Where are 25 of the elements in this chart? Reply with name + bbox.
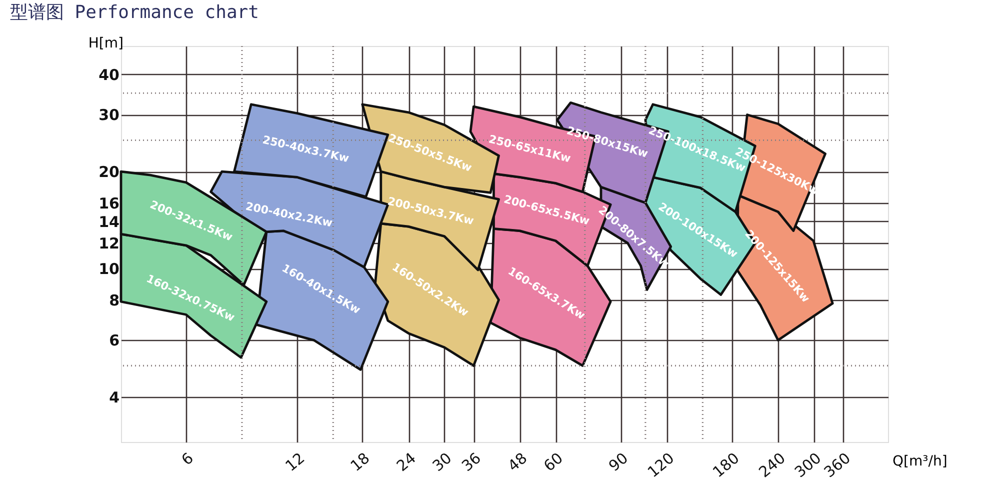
x-tick-label: 24 (393, 448, 420, 476)
y-tick-label: 16 (98, 194, 120, 212)
x-tick-label: 36 (458, 448, 484, 476)
chart-title: 型谱图 Performance chart (10, 2, 259, 23)
y-tick-label: 40 (98, 66, 120, 84)
y-tick-label: 6 (109, 332, 120, 350)
x-tick-label: 30 (428, 448, 456, 476)
y-tick-label: 12 (98, 234, 120, 253)
x-tick-label: 90 (605, 448, 632, 476)
x-axis-title: Q[m³/h] (892, 454, 948, 470)
y-tick-label: 14 (98, 212, 120, 231)
x-tick-label: 48 (504, 448, 531, 476)
y-tick-label: 8 (109, 291, 120, 310)
y-tick-label: 4 (109, 388, 120, 406)
x-tick-label: 60 (540, 448, 566, 476)
y-axis-title: H[m] (88, 36, 124, 52)
y-tick-label: 30 (98, 106, 120, 124)
y-tick-label: 10 (98, 260, 120, 278)
x-tick-label: 180 (709, 448, 743, 482)
x-tick-label: 240 (755, 448, 789, 482)
x-tick-label: 18 (346, 448, 374, 476)
x-tick-label: 120 (644, 448, 678, 482)
x-tick-label: 12 (282, 448, 308, 476)
x-tick-label: 6 (178, 448, 197, 469)
y-tick-label: 20 (98, 163, 120, 182)
